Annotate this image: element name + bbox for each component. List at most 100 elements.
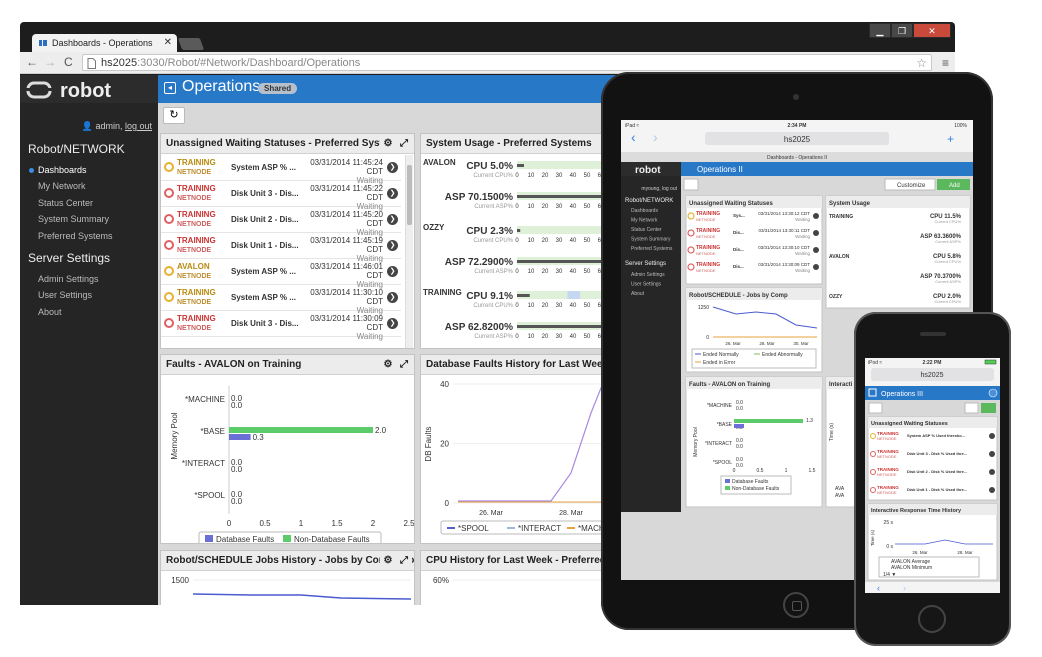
waiting-row[interactable]: TRAINING NETNODE System ASP % ... 03/31/201…: [161, 155, 401, 185]
address-bar[interactable]: hs2025:3030/Robot/#Network/Dashboard/Ope…: [82, 54, 932, 71]
data-label: 1.3: [806, 418, 813, 424]
gauge-value-bar: [517, 294, 530, 297]
sidebar-item-dashboards[interactable]: Dashboards: [29, 165, 87, 175]
node-name: NETNODE: [177, 247, 212, 254]
system-name: AVALON: [177, 262, 210, 271]
gear-icon[interactable]: ⚙: [383, 359, 393, 370]
metric-sub: Current ASP%: [474, 269, 513, 275]
waiting-row[interactable]: TRAINING NETNODE System ASP % ... 03/31/201…: [161, 285, 401, 315]
minimize-button[interactable]: ▁: [869, 23, 891, 38]
browser-tab[interactable]: Dashboards - Operations ✕: [32, 34, 177, 52]
chevron-right-icon[interactable]: ❯: [387, 318, 398, 329]
sidebar-item-admin-settings[interactable]: Admin Settings: [38, 274, 99, 284]
safari-url-field: [705, 132, 889, 145]
waiting-statuses-panel: Unassigned Waiting Statuses - Preferred …: [160, 133, 415, 349]
gauge-tick: 50: [584, 334, 591, 340]
chevron-right-icon[interactable]: ❯: [387, 162, 398, 173]
row-date: 03/31/2014 11:45:22 CDT: [310, 184, 383, 202]
refresh-button[interactable]: ↻: [163, 107, 185, 124]
system-name: AVALON: [829, 254, 850, 260]
legend-label: Non-Database Faults: [294, 535, 370, 544]
close-window-button[interactable]: ✕: [913, 23, 951, 38]
page-header-bar: [865, 386, 1000, 400]
node-name: NETNODE: [696, 251, 716, 256]
row-system: TRAINING NETNODE: [177, 184, 216, 203]
chevron-right-icon[interactable]: ❯: [387, 240, 398, 251]
status-icon: [870, 469, 876, 475]
customize-button: [884, 178, 936, 191]
row-state: Waiting: [356, 306, 383, 315]
legend-label: Ended in Error: [703, 360, 736, 366]
scroll-thumb[interactable]: [407, 165, 412, 225]
forward-arrow-icon[interactable]: →: [44, 55, 56, 69]
y-tick-label: 0 s: [886, 544, 893, 550]
sidebar-section-network: Robot/NETWORK: [28, 142, 125, 156]
sidebar-item-my-network[interactable]: My Network: [38, 181, 86, 191]
maximize-button[interactable]: ❐: [891, 23, 913, 38]
gauge-tick: 10: [528, 173, 535, 179]
chevron-right-icon[interactable]: ❯: [387, 188, 398, 199]
gear-icon[interactable]: ⚙: [383, 138, 393, 149]
scrollbar[interactable]: [405, 155, 413, 348]
url-host: hs2025: [101, 57, 138, 69]
expand-icon[interactable]: ⤢: [400, 138, 408, 149]
tab-close-icon[interactable]: ✕: [163, 37, 172, 48]
safari-url: hs2025: [784, 135, 811, 144]
series-line: [712, 306, 818, 329]
chevron-right-icon[interactable]: ❯: [387, 292, 398, 303]
gear-icon[interactable]: ⚙: [383, 555, 393, 566]
expand-icon[interactable]: ⤢: [400, 359, 408, 370]
phone-home-button[interactable]: [918, 605, 946, 633]
new-tab-button[interactable]: [177, 38, 205, 50]
panel-title: Interacti: [829, 382, 853, 388]
row-timestamp: 03/31/2014 11:45:20 CDT Waiting: [301, 210, 383, 237]
waiting-row[interactable]: TRAINING NETNODE Disk Unit 3 - Dis... 03/31…: [161, 311, 401, 341]
waiting-row[interactable]: TRAINING NETNODE Disk Unit 1 - Dis... 03/31…: [161, 233, 401, 263]
row-description: Disk Unit 3 - Disk % Used thre...: [907, 451, 967, 456]
panel-header: [686, 288, 822, 300]
browser-menu-icon[interactable]: ≡: [941, 56, 949, 70]
chevron-right-icon: [813, 213, 819, 219]
phone-dashboard: iPod ≈ 2:22 PM hs2025 Operations III Unassig…: [865, 358, 1000, 593]
jobs-history-panel: Robot/SCHEDULE Jobs History - Jobs by Co…: [160, 550, 415, 605]
gauge-tick: 0: [515, 238, 519, 244]
system-name: OZZY: [423, 223, 445, 232]
sidebar-item-status-center[interactable]: Status Center: [38, 198, 94, 208]
panel-title: Database Faults History for Last Week: [426, 359, 609, 370]
bookmark-star-icon[interactable]: ☆: [916, 56, 927, 70]
chevron-right-icon[interactable]: ❯: [387, 214, 398, 225]
sidebar-item-preferred-systems[interactable]: Preferred Systems: [38, 231, 113, 241]
node-name: NETNODE: [177, 325, 212, 332]
row-state: Waiting: [795, 234, 810, 239]
panel-header: [868, 504, 997, 515]
node-name: NETNODE: [177, 169, 212, 176]
legend-box: [878, 556, 980, 578]
node-name: NETNODE: [177, 195, 212, 202]
row-date: 03/31/2014 11:30:09 CDT: [310, 314, 383, 332]
x-tick-label: 26. Mar: [479, 510, 503, 517]
status-icon: [687, 229, 695, 237]
reload-icon[interactable]: C: [64, 55, 73, 69]
gauge-tick: 10: [528, 204, 535, 210]
gauge-tick: 40: [570, 269, 577, 275]
waiting-row[interactable]: AVALON NETNODE System ASP % ... 03/31/2014 …: [161, 259, 401, 289]
data-label: 0.0: [736, 406, 743, 412]
sidebar-item-about[interactable]: About: [38, 307, 62, 317]
y-tick-label: 0: [706, 335, 709, 341]
chevron-right-icon[interactable]: ❯: [387, 266, 398, 277]
expand-icon[interactable]: ⤢: [400, 555, 408, 566]
node-name: NETNODE: [177, 221, 212, 228]
fault-bar: [734, 424, 744, 428]
phone-waiting-panel: [867, 416, 998, 501]
x-tick-label: 2: [371, 519, 376, 528]
collapse-sidebar-icon[interactable]: ◂: [164, 82, 176, 94]
row-timestamp: 03/31/2014 11:45:24 CDT Waiting: [301, 158, 383, 185]
row-timestamp: 03/31/2014 11:30:09 CDT Waiting: [301, 314, 383, 341]
tablet-home-button[interactable]: [783, 592, 809, 618]
waiting-row[interactable]: TRAINING NETNODE Disk Unit 2 - Dis... 03/31…: [161, 207, 401, 237]
waiting-row[interactable]: TRAINING NETNODE Disk Unit 3 - Dis... 03/31…: [161, 181, 401, 211]
back-arrow-icon[interactable]: ←: [26, 55, 38, 69]
sidebar-item-user-settings[interactable]: User Settings: [38, 290, 93, 300]
sidebar-item-system-summary[interactable]: System Summary: [38, 214, 110, 224]
logout-link[interactable]: log out: [124, 121, 152, 131]
